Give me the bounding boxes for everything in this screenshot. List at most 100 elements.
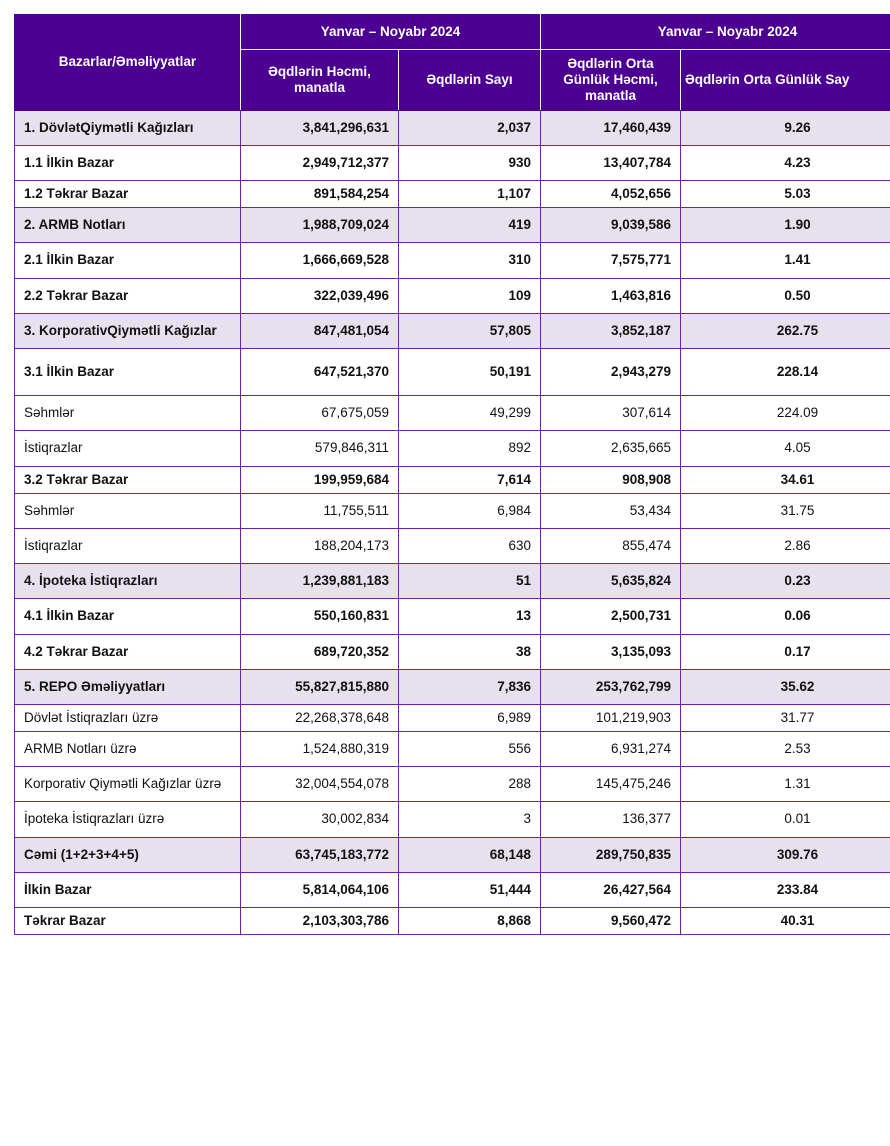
cell-volume: 689,720,352 bbox=[240, 633, 399, 670]
cell-volume: 2,103,303,786 bbox=[240, 906, 399, 936]
cell-avg-daily-count: 0.50 bbox=[680, 277, 890, 314]
cell-avg-daily-count: 309.76 bbox=[680, 836, 890, 873]
cell-avg-daily-count: 233.84 bbox=[680, 871, 890, 909]
header-col-avg-daily-count: Əqdlərin Orta Günlük Say bbox=[680, 48, 890, 111]
row-label: 4. İpoteka İstiqrazları bbox=[14, 563, 241, 600]
cell-count: 6,984 bbox=[398, 492, 541, 529]
cell-volume: 322,039,496 bbox=[240, 277, 399, 314]
cell-avg-daily-count: 224.09 bbox=[680, 395, 890, 432]
table-row: 1.1 İlkin Bazar 2,949,712,377 930 13,407,78… bbox=[14, 144, 890, 182]
cell-avg-daily-volume: 1,463,816 bbox=[540, 277, 681, 314]
cell-count: 419 bbox=[398, 207, 541, 244]
table-row: ARMB Notları üzrə 1,524,880,319 556 6,931,2… bbox=[14, 731, 890, 768]
cell-volume: 1,666,669,528 bbox=[240, 242, 399, 279]
cell-avg-daily-volume: 9,560,472 bbox=[540, 906, 681, 936]
cell-count: 310 bbox=[398, 242, 541, 279]
cell-volume: 11,755,511 bbox=[240, 492, 399, 529]
cell-avg-daily-count: 262.75 bbox=[680, 312, 890, 350]
cell-avg-daily-count: 4.23 bbox=[680, 144, 890, 182]
cell-avg-daily-volume: 101,219,903 bbox=[540, 703, 681, 733]
cell-count: 556 bbox=[398, 731, 541, 768]
row-label: Təkrar Bazar bbox=[14, 906, 241, 936]
cell-avg-daily-volume: 289,750,835 bbox=[540, 836, 681, 873]
header-row-period: Bazarlar/Əməliyyatlar Yanvar – Noyabr 20… bbox=[14, 14, 890, 111]
cell-count: 7,614 bbox=[398, 465, 541, 494]
table-row: 4. İpoteka İstiqrazları 1,239,881,183 51 5,… bbox=[14, 563, 890, 600]
cell-volume: 1,988,709,024 bbox=[240, 207, 399, 244]
cell-count: 2,037 bbox=[398, 109, 541, 146]
table-row: İstiqrazlar 579,846,311 892 2,635,665 4.05 bbox=[14, 430, 890, 467]
row-label: Səhmlər bbox=[14, 395, 241, 432]
cell-avg-daily-count: 40.31 bbox=[680, 906, 890, 936]
cell-avg-daily-volume: 253,762,799 bbox=[540, 668, 681, 705]
cell-avg-daily-count: 1.41 bbox=[680, 242, 890, 279]
cell-avg-daily-count: 0.06 bbox=[680, 598, 890, 635]
cell-count: 3 bbox=[398, 801, 541, 838]
cell-avg-daily-count: 5.03 bbox=[680, 180, 890, 209]
cell-avg-daily-volume: 908,908 bbox=[540, 465, 681, 494]
cell-avg-daily-volume: 26,427,564 bbox=[540, 871, 681, 909]
table-row: 4.2 Təkrar Bazar 689,720,352 38 3,135,093 0.… bbox=[14, 633, 890, 670]
row-label: 5. REPO Əməliyyatları bbox=[14, 668, 241, 705]
cell-avg-daily-volume: 5,635,824 bbox=[540, 563, 681, 600]
cell-volume: 2,949,712,377 bbox=[240, 144, 399, 182]
cell-avg-daily-volume: 136,377 bbox=[540, 801, 681, 838]
cell-volume: 188,204,173 bbox=[240, 527, 399, 565]
cell-avg-daily-volume: 13,407,784 bbox=[540, 144, 681, 182]
table-row: 2.2 Təkrar Bazar 322,039,496 109 1,463,816 0… bbox=[14, 277, 890, 314]
table-row: Səhmlər 11,755,511 6,984 53,434 31.75 bbox=[14, 492, 890, 529]
cell-count: 7,836 bbox=[398, 668, 541, 705]
table-row: İstiqrazlar 188,204,173 630 855,474 2.86 bbox=[14, 527, 890, 565]
row-label: 3.1 İlkin Bazar bbox=[14, 347, 241, 397]
row-label: 1.1 İlkin Bazar bbox=[14, 144, 241, 182]
cell-avg-daily-volume: 2,500,731 bbox=[540, 598, 681, 635]
cell-count: 57,805 bbox=[398, 312, 541, 350]
row-label: Səhmlər bbox=[14, 492, 241, 529]
row-label: 2.2 Təkrar Bazar bbox=[14, 277, 241, 314]
cell-avg-daily-volume: 145,475,246 bbox=[540, 766, 681, 803]
table-row: 5. REPO Əməliyyatları 55,827,815,880 7,836… bbox=[14, 668, 890, 705]
table-row: İlkin Bazar 5,814,064,106 51,444 26,427,564… bbox=[14, 871, 890, 909]
table-row: Korporativ Qiymətli Kağızlar üzrə 32,004,… bbox=[14, 766, 890, 803]
cell-avg-daily-volume: 4,052,656 bbox=[540, 180, 681, 209]
cell-count: 51,444 bbox=[398, 871, 541, 909]
table-row: 3.1 İlkin Bazar 647,521,370 50,191 2,943,27… bbox=[14, 347, 890, 397]
cell-avg-daily-count: 9.26 bbox=[680, 109, 890, 146]
cell-avg-daily-volume: 3,852,187 bbox=[540, 312, 681, 350]
cell-volume: 1,524,880,319 bbox=[240, 731, 399, 768]
row-label: 1.2 Təkrar Bazar bbox=[14, 180, 241, 209]
header-period-right: Yanvar – Noyabr 2024 bbox=[540, 14, 890, 50]
row-label: 3.2 Təkrar Bazar bbox=[14, 465, 241, 494]
table-row: 1. DövlətQiymətli Kağızları 3,841,296,631… bbox=[14, 109, 890, 146]
cell-avg-daily-count: 1.90 bbox=[680, 207, 890, 244]
header-col-count: Əqdlərin Sayı bbox=[398, 48, 541, 111]
row-label: ARMB Notları üzrə bbox=[14, 731, 241, 768]
row-label: İpoteka İstiqrazları üzrə bbox=[14, 801, 241, 838]
table-row: Təkrar Bazar 2,103,303,786 8,868 9,560,472 4… bbox=[14, 906, 890, 936]
row-label: İstiqrazlar bbox=[14, 527, 241, 565]
cell-avg-daily-count: 35.62 bbox=[680, 668, 890, 705]
cell-count: 109 bbox=[398, 277, 541, 314]
cell-avg-daily-count: 228.14 bbox=[680, 347, 890, 397]
cell-count: 288 bbox=[398, 766, 541, 803]
cell-volume: 5,814,064,106 bbox=[240, 871, 399, 909]
cell-avg-daily-volume: 3,135,093 bbox=[540, 633, 681, 670]
cell-avg-daily-volume: 2,635,665 bbox=[540, 430, 681, 467]
cell-count: 13 bbox=[398, 598, 541, 635]
cell-count: 38 bbox=[398, 633, 541, 670]
table-row: İpoteka İstiqrazları üzrə 30,002,834 3 136,… bbox=[14, 801, 890, 838]
cell-avg-daily-volume: 6,931,274 bbox=[540, 731, 681, 768]
header-period-left: Yanvar – Noyabr 2024 bbox=[240, 14, 541, 50]
cell-count: 892 bbox=[398, 430, 541, 467]
table-row: 3.2 Təkrar Bazar 199,959,684 7,614 908,908 3… bbox=[14, 465, 890, 494]
cell-avg-daily-volume: 855,474 bbox=[540, 527, 681, 565]
cell-volume: 67,675,059 bbox=[240, 395, 399, 432]
header-row-columns: Əqdlərin Həcmi, manatla Əqdlərin Sayı Əq… bbox=[15, 48, 890, 111]
cell-avg-daily-volume: 7,575,771 bbox=[540, 242, 681, 279]
row-label: Dövlət İstiqrazları üzrə bbox=[14, 703, 241, 733]
cell-count: 630 bbox=[398, 527, 541, 565]
row-label: 3. KorporativQiymətli Kağızlar bbox=[14, 312, 241, 350]
row-label: 2.1 İlkin Bazar bbox=[14, 242, 241, 279]
row-label: İstiqrazlar bbox=[14, 430, 241, 467]
